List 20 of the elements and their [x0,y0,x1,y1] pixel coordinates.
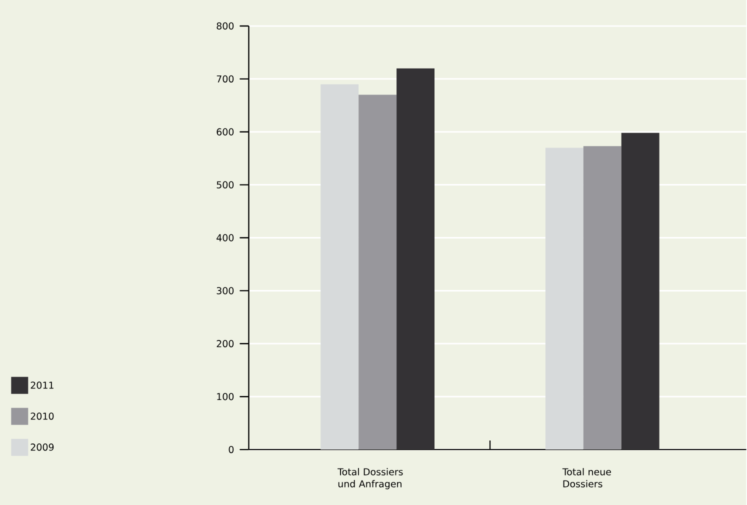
x-tick-label: Total neue Dossiers [562,468,611,488]
bar [621,132,660,450]
y-tick-label: 100 [217,392,234,400]
bar [396,68,435,450]
y-tick-label: 400 [216,234,234,242]
bar [358,94,397,450]
bar [545,148,584,450]
legend-label: 2010 [30,412,54,420]
y-tick-label: 600 [216,128,234,136]
y-tick-label: 300 [216,286,234,294]
bar [583,146,622,450]
bar [320,84,359,450]
x-tick-label: Total Dossiers und Anfragen [338,468,403,489]
y-tick-label: 800 [216,22,234,30]
legend-label: 2011 [30,381,54,389]
legend-label: 2009 [30,443,54,451]
y-tick-label: 700 [216,75,234,82]
y-tick-label: 500 [216,180,234,188]
y-tick-label: 200 [216,340,234,348]
y-tick-label: 0 [228,446,234,453]
